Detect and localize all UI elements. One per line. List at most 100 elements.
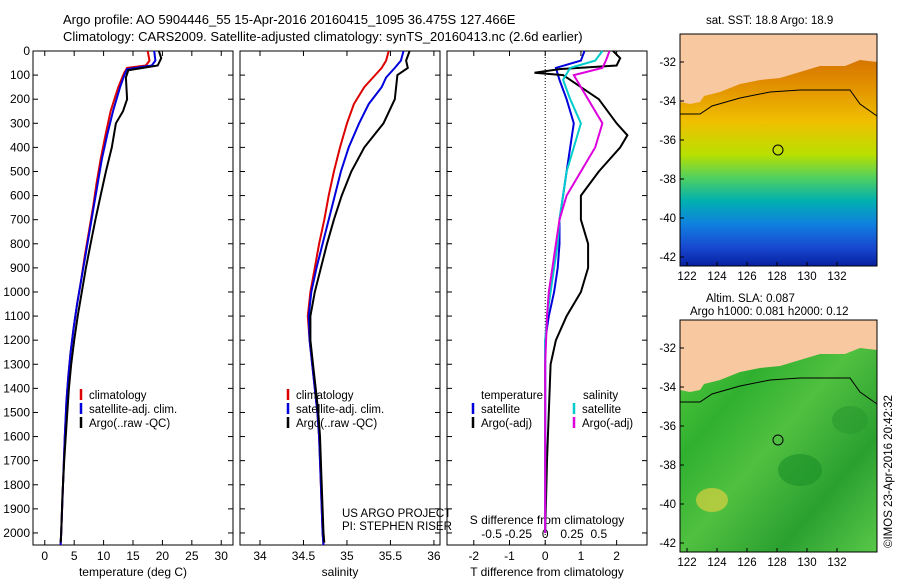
map2-title-line-2: Argo h1000: 0.081 h2000: 0.12: [690, 306, 849, 318]
sst-map: [679, 33, 878, 267]
x-tick-label: 0: [41, 549, 48, 563]
lon-tick-label: 122: [677, 271, 696, 283]
sla-high-blob: [696, 488, 728, 512]
y-tick-label: 600: [10, 189, 30, 203]
y-tick-label: 1500: [3, 405, 30, 419]
panel-frame: [446, 50, 648, 546]
x-tick-label: 20: [156, 549, 170, 563]
series-line-satellite-adj-clim-: [59, 50, 157, 546]
legend-label: satellite-adj. clim.: [89, 404, 177, 416]
argo-position-marker: [772, 144, 784, 156]
legend-label: satellite-adj. clim.: [296, 404, 384, 416]
legend-label: satellite: [481, 404, 520, 416]
salinity-panel: 34 34.5 35 35.5 36 salinity climatology satelli…: [239, 50, 441, 579]
x-axis-label: temperature (deg C): [79, 565, 187, 579]
x-tick-label: -2: [468, 549, 479, 563]
x-tick-label: 1: [578, 549, 585, 563]
x-axis-label: salinity: [322, 565, 359, 579]
lon-tick-label: 130: [797, 557, 816, 569]
land-mask: [680, 34, 877, 104]
pi-annotation: PI: STEPHEN RISER: [342, 521, 452, 533]
lat-tick-label: -42: [659, 252, 676, 264]
title-line-2: Climatology: CARS2009. Satellite-adjuste…: [63, 29, 583, 44]
legend-label: climatology: [296, 390, 354, 402]
lat-tick-label: -40: [659, 499, 676, 511]
x-tick-label: 15: [126, 549, 140, 563]
temperature-panel: 0 5 10 15 20 25 30 temperature (deg C) 0 100 200 30…: [3, 44, 234, 579]
lon-tick-label: 124: [707, 271, 727, 283]
series-line-salinity-argo-adj-: [544, 50, 611, 533]
x-tick-label: 36: [427, 549, 441, 563]
x-axis-label: T difference from climatology: [470, 565, 624, 579]
y-tick-label: 1600: [3, 430, 30, 444]
title-line-1: Argo profile: AO 5904446_55 15-Apr-2016 …: [63, 12, 516, 27]
argo-position-marker-2: [772, 434, 784, 446]
lat-tick-label: -32: [659, 57, 676, 69]
lat-tick-label: -34: [659, 382, 676, 394]
y-tick-label: 1400: [3, 381, 30, 395]
y-tick-label: 1000: [3, 285, 30, 299]
sla-map: [679, 319, 878, 553]
x-tick-label: 35: [340, 549, 354, 563]
y-tick-label: 300: [10, 116, 30, 130]
lon-tick-label: 122: [677, 557, 696, 569]
y-tick-label: 2000: [3, 526, 30, 540]
land-mask-2: [680, 320, 877, 392]
legend-label: Argo(-adj): [582, 418, 633, 430]
credit-text: ©IMOS 23-Apr-2016 20:42:32: [883, 395, 895, 548]
lon-tick-label: 132: [827, 271, 846, 283]
legend-label: Argo(-adj): [481, 418, 532, 430]
x-tick-label: 5: [71, 549, 78, 563]
lat-tick-label: -38: [659, 174, 676, 186]
series-line-argo-raw-qc-: [309, 50, 411, 543]
x-tick-label: 34.5: [292, 549, 316, 563]
lon-tick-label: 130: [797, 271, 816, 283]
panel-frame: [239, 50, 441, 546]
y-tick-label: 1900: [3, 502, 30, 516]
y-tick-label: 1700: [3, 454, 30, 468]
secondary-tick-label: -0.25: [505, 527, 533, 541]
y-tick-label: 200: [10, 92, 30, 106]
map1-title: sat. SST: 18.8 Argo: 18.9: [706, 15, 833, 27]
y-tick-label: 1300: [3, 357, 30, 371]
secondary-tick-label: 0.25: [560, 527, 584, 541]
lat-tick-label: -36: [659, 135, 676, 147]
y-tick-label: 1200: [3, 333, 30, 347]
legend-label: Argo(..raw -QC): [89, 418, 170, 430]
y-tick-label: 1800: [3, 478, 30, 492]
x-tick-label: 30: [215, 549, 229, 563]
map2-axis-ticks: 122 124 126 128 130 132 -32 -34 -36 -38 -40 -42: [659, 343, 846, 569]
y-tick-label: 500: [10, 164, 30, 178]
map1-frame: [679, 33, 878, 267]
series-line-satellite-adj-clim-: [307, 50, 405, 546]
lon-tick-label: 126: [737, 557, 756, 569]
lat-tick-label: -32: [659, 343, 676, 355]
shelf-contour: [680, 89, 878, 117]
sla-low-blob-2: [832, 406, 868, 434]
x-tick-label: 2: [613, 549, 620, 563]
lon-tick-label: 128: [767, 557, 786, 569]
legend-label: satellite: [582, 404, 621, 416]
series-line-argo-raw-qc-: [59, 50, 163, 543]
x-tick-label: -1: [504, 549, 515, 563]
lon-tick-label: 128: [767, 271, 786, 283]
legend-label: climatology: [89, 390, 147, 402]
shelf-contour-2: [680, 377, 878, 405]
lon-tick-label: 124: [707, 557, 727, 569]
x-tick-label: 25: [185, 549, 199, 563]
lat-tick-label: -34: [659, 96, 676, 108]
y-tick-label: 1100: [4, 309, 30, 323]
legend-header: temperature: [481, 390, 543, 402]
x-tick-label: 34: [253, 549, 267, 563]
y-tick-label: 900: [10, 261, 30, 275]
map2-frame: [679, 319, 878, 553]
project-annotation: US ARGO PROJECT: [342, 508, 451, 520]
map2-title-line-1: Altim. SLA: 0.087: [706, 293, 795, 305]
series-line-temperature-argo-adj-: [534, 50, 629, 534]
secondary-tick-label: -0.5: [481, 527, 502, 541]
lon-tick-label: 126: [737, 271, 756, 283]
lat-tick-label: -36: [659, 421, 676, 433]
y-tick-label: 700: [10, 213, 30, 227]
secondary-tick-label: 0: [542, 527, 549, 541]
